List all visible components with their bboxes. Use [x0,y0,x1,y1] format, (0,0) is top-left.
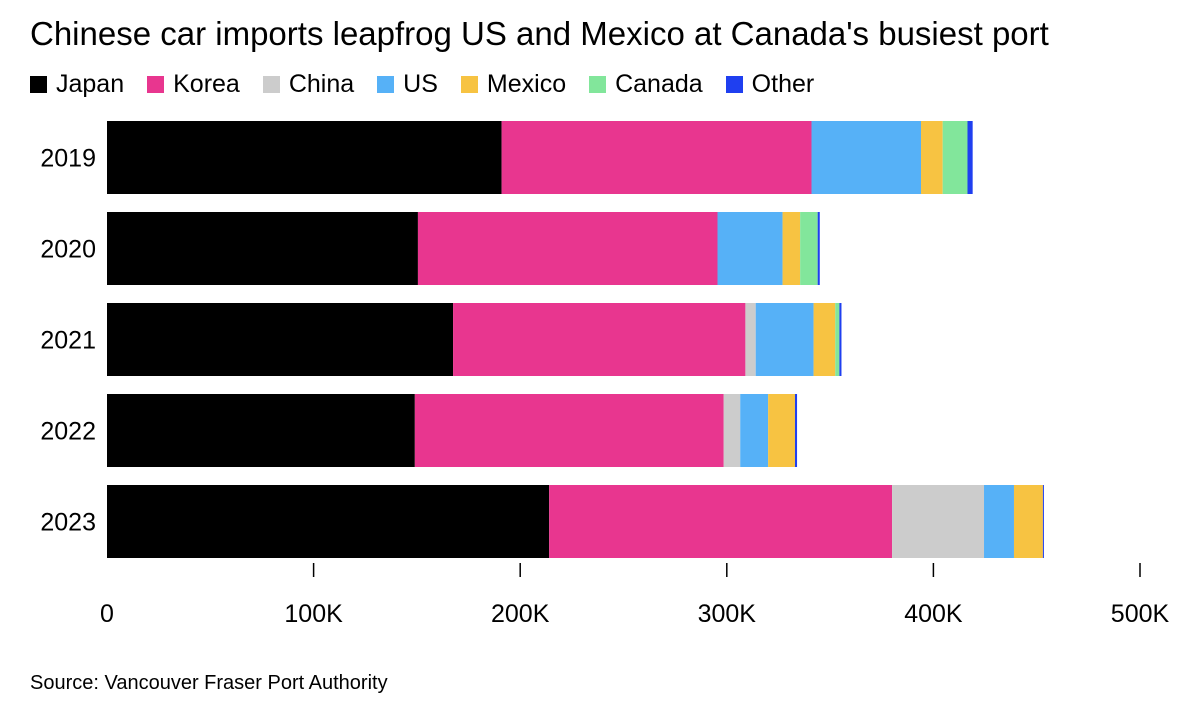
legend-swatch-us [377,75,395,93]
legend-item-china: China [262,69,355,99]
chart-title: Chinese car imports leapfrog US and Mexi… [30,15,1049,52]
bar-2023-mexico [1013,485,1043,558]
x-tick-label-3: 300K [698,600,757,628]
bar-2023-us [984,485,1014,558]
legend-swatch-china [262,75,280,93]
legend-item-mexico: Mexico [460,69,567,99]
category-label-2022: 2022 [40,418,96,446]
bar-2020-japan [107,212,418,285]
legend-label-china: China [288,69,355,98]
legend-item-canada: Canada [589,70,703,99]
bar-2020-korea [417,212,718,285]
bar-2022-other [794,394,798,467]
legend-swatch-mexico [460,75,478,93]
legend-swatch-other [725,75,743,93]
x-tick-label-5: 500K [1111,600,1170,628]
legend-swatch-korea [147,75,165,93]
bar-2021-us [755,303,814,376]
bar-2020-us [717,212,783,285]
category-label-2020: 2020 [40,236,96,264]
bar-2023-other [1042,485,1044,558]
bar-2021-japan [107,303,454,376]
bar-2022-korea [414,394,724,467]
bar-2022-mexico [768,394,795,467]
bar-2019-korea [501,121,812,194]
bar-2023-japan [107,485,550,558]
bar-2021-mexico [813,303,836,376]
bar-2022-china [723,394,741,467]
source-note: Source: Vancouver Fraser Port Authority [30,672,388,694]
legend-label-mexico: Mexico [486,69,567,98]
legend-item-korea: Korea [147,70,240,99]
bar-2023-china [892,485,985,558]
bar-2019-mexico [921,121,943,194]
bar-2022-us [740,394,769,467]
legend-item-us: US [377,70,438,99]
bar-2019-canada [942,121,968,194]
bar-2021-china [745,303,756,376]
legend-item-other: Other [725,69,815,99]
category-label-2019: 2019 [40,145,96,173]
legend-label-korea: Korea [173,69,240,98]
chart-legend: Japan Korea China US Mexico Canada Other [30,68,837,100]
legend-swatch-canada [589,75,607,93]
bar-2021-korea [453,303,746,376]
bar-2021-canada [835,303,840,376]
bar-2020-canada [800,212,818,285]
x-tick-label-4: 400K [904,600,963,628]
legend-label-other: Other [751,69,815,98]
category-label-2021: 2021 [40,327,96,355]
bar-2020-mexico [782,212,801,285]
bar-2019-japan [107,121,502,194]
bar-2019-us [811,121,922,194]
legend-swatch-japan [30,75,47,93]
bar-2023-korea [549,485,893,558]
legend-label-japan: Japan [56,69,125,98]
bar-2022-japan [107,394,415,467]
bar-2019-other [967,121,973,194]
x-tick-label-0: 0 [100,600,114,628]
bar-2020-other [817,212,820,285]
legend-item-japan: Japan [30,70,124,99]
bar-2021-other [839,303,842,376]
legend-label-us: US [403,69,438,98]
x-tick-label-1: 100K [284,600,343,628]
legend-label-canada: Canada [615,69,703,98]
x-tick-label-2: 200K [491,600,550,628]
category-label-2023: 2023 [40,509,96,537]
